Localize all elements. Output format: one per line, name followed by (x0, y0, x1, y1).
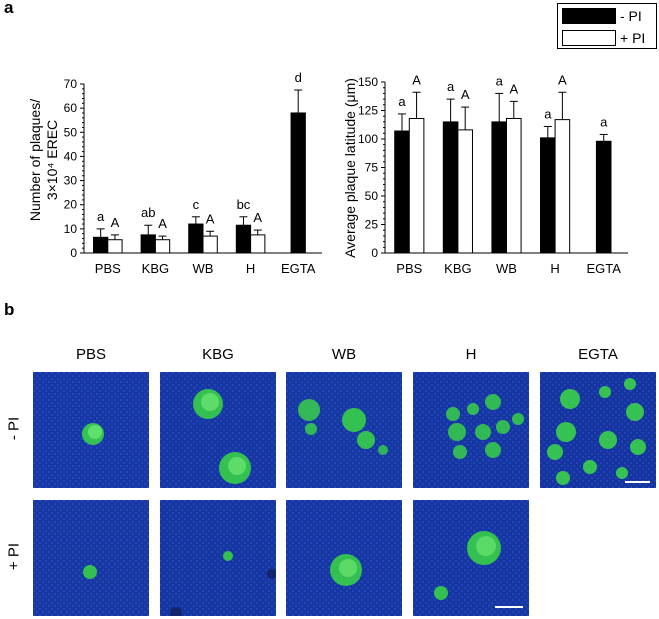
legend-item-plus-pi: + PI (562, 29, 645, 47)
legend-swatch-black (562, 8, 616, 24)
chart2-y-tick-label: 100 (358, 132, 378, 146)
scale-bar (625, 481, 650, 483)
chart1-x-tick-label: EGTA (281, 261, 316, 276)
chart2-y-tick-label: 150 (358, 75, 378, 89)
chart1-sig-letter: d (295, 70, 302, 85)
legend-label-minus-pi: - PI (620, 8, 642, 24)
chart1-bar (140, 234, 156, 254)
legend: - PI + PI (557, 3, 657, 49)
micrograph-pbs-plus-pi (33, 500, 149, 616)
chart2-x-tick-label: KBG (444, 261, 471, 276)
chart1-bar (93, 236, 109, 254)
chart1-ylabel-line2: 3×10⁴ EREC (44, 120, 60, 200)
legend-item-minus-pi: - PI (562, 7, 642, 25)
chart2-bar (442, 121, 459, 254)
chart1-bar (290, 112, 306, 254)
chart1-sig-letter: a (97, 209, 105, 224)
chart1-y-tick-label: 0 (70, 246, 77, 260)
chart2-sig-letter: a (398, 94, 406, 109)
chart1-y-tick-label: 50 (64, 125, 78, 139)
chart1-y-tick-label: 10 (64, 222, 78, 236)
chart1-y-tick-label: 70 (64, 77, 78, 91)
chart1-sig-letter: ab (141, 205, 155, 220)
chart2-sig-letter: a (600, 114, 608, 129)
chart2-x-tick-label: EGTA (586, 261, 621, 276)
chart1-x-tick-label: KBG (142, 261, 169, 276)
col-label-egta: EGTA (578, 346, 618, 363)
chart-plaque-count: Number of plaques/ 3×10⁴ EREC 0 10 20 30 40 5… (27, 70, 322, 276)
chart2-bar (506, 117, 522, 254)
chart1-x-tick-label: WB (193, 261, 214, 276)
chart2-ylabel: Average plaque latitude (μm) (342, 78, 358, 258)
chart2-sig-letter: A (412, 72, 421, 87)
chart2-bar (554, 119, 571, 254)
chart2-sig-letter: A (509, 81, 518, 96)
chart1-sig-letter: A (158, 216, 167, 231)
col-label-kbg: KBG (202, 346, 234, 363)
micrograph-h-plus-pi (413, 500, 529, 616)
chart2-x-tick-label: H (550, 261, 559, 276)
micrograph-wb-plus-pi (286, 500, 402, 616)
micrograph-h-minus-pi (413, 372, 529, 488)
micrograph-egta-minus-pi (540, 372, 656, 488)
chart2-sig-letter: A (558, 72, 567, 87)
chart1-sig-letter: A (111, 215, 120, 230)
chart1-bar (188, 223, 204, 254)
chart1-ylabel-line1: Number of plaques/ (27, 99, 43, 221)
chart-plaque-latitude: Average plaque latitude (μm) 0 25 50 75 100 1… (342, 72, 628, 276)
panel-b-label: b (4, 300, 15, 319)
chart2-y-tick-label: 125 (358, 104, 378, 118)
chart2-y-tick-label: 0 (371, 246, 378, 260)
chart2-sig-letter: a (544, 106, 552, 121)
chart1-sig-letter: c (193, 197, 200, 212)
chart2-bar (491, 121, 507, 254)
chart2-bar (457, 129, 473, 254)
chart1-bar (107, 239, 123, 254)
col-label-pbs: PBS (75, 346, 106, 363)
chart1-y-tick-label: 40 (64, 149, 78, 163)
chart1-y-tick-label: 30 (64, 174, 78, 188)
chart2-bar (540, 137, 556, 254)
col-label-h: H (465, 346, 477, 363)
panel-a-label: a (4, 0, 14, 17)
micrograph-kbg-plus-pi (160, 500, 276, 616)
scale-bar (495, 606, 523, 608)
micrograph-kbg-minus-pi (160, 372, 276, 488)
chart1-bar (202, 235, 218, 254)
chart2-x-tick-label: PBS (396, 261, 422, 276)
chart1-y-tick-label: 20 (64, 198, 78, 212)
chart2-y-tick-label: 75 (365, 161, 379, 175)
chart2-x-tick-label: WB (496, 261, 517, 276)
chart2-sig-letter: a (496, 73, 504, 88)
chart1-bar (235, 224, 252, 254)
legend-label-plus-pi: + PI (620, 30, 646, 46)
row-label-plus-pi: + PI (5, 542, 23, 571)
chart2-y-tick-label: 25 (365, 218, 379, 232)
chart1-sig-letter: bc (237, 197, 251, 212)
chart2-bar (408, 117, 425, 254)
row-label-minus-pi: - PI (5, 416, 23, 441)
col-label-wb: WB (331, 346, 357, 363)
chart2-sig-letter: A (461, 87, 470, 102)
chart1-sig-letter: A (206, 211, 215, 226)
chart2-bar (595, 140, 612, 254)
chart1-x-tick-label: PBS (95, 261, 121, 276)
chart2-sig-letter: a (447, 79, 455, 94)
chart1-y-tick-label: 60 (64, 101, 78, 115)
chart1-sig-letter: A (253, 210, 262, 225)
legend-swatch-white (562, 30, 616, 46)
micrograph-pbs-minus-pi (33, 372, 149, 488)
chart2-y-tick-label: 50 (365, 189, 379, 203)
chart2-bar (394, 130, 410, 254)
micrograph-wb-minus-pi (286, 372, 402, 488)
chart1-x-tick-label: H (246, 261, 255, 276)
chart1-bar (250, 234, 266, 254)
chart1-bar (154, 239, 171, 254)
